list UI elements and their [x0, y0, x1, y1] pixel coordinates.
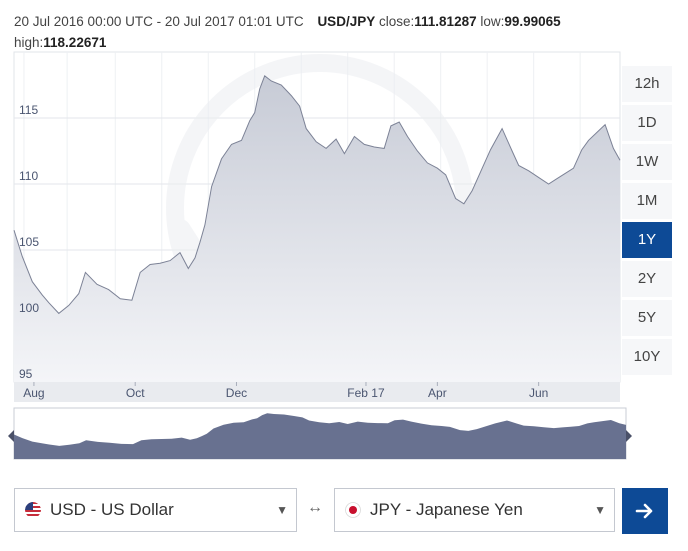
currency-pair-label: USD/JPY [317, 14, 376, 29]
x-tick-label: Dec [226, 386, 247, 400]
x-tick-label: Feb 17 [347, 386, 385, 400]
to-currency-label: JPY - Japanese Yen [370, 500, 523, 519]
chevron-down-icon: ▼ [276, 503, 288, 517]
y-tick-label: 115 [19, 103, 38, 117]
x-tick-label: Apr [428, 386, 447, 400]
y-tick-label: 95 [19, 367, 33, 381]
navigator-left-handle-icon[interactable] [8, 430, 14, 442]
to-currency-select[interactable]: JPY - Japanese Yen ▼ [334, 488, 615, 532]
swap-currencies-button[interactable]: ↔ [307, 499, 323, 516]
low-label: low: [480, 14, 505, 29]
date-range-label: 20 Jul 2016 00:00 UTC - 20 Jul 2017 01:0… [14, 14, 304, 29]
range-button-1w[interactable]: 1W [622, 144, 672, 180]
range-button-2y[interactable]: 2Y [622, 261, 672, 297]
range-selector: 12h 1D 1W 1M 1Y 2Y 5Y 10Y [622, 66, 672, 378]
chevron-down-icon: ▼ [594, 503, 606, 517]
chart-header: 20 Jul 2016 00:00 UTC - 20 Jul 2017 01:0… [14, 11, 614, 53]
range-button-12h[interactable]: 12h [622, 66, 672, 102]
x-tick-label: Jun [529, 386, 548, 400]
x-axis-ticks: Aug Oct Dec Feb 17 Apr Jun [23, 382, 548, 400]
rate-area [14, 75, 620, 383]
convert-button[interactable] [622, 488, 668, 534]
range-button-1d[interactable]: 1D [622, 105, 672, 141]
range-button-1m[interactable]: 1M [622, 183, 672, 219]
range-button-1y[interactable]: 1Y [622, 222, 672, 258]
navigator-right-handle-icon[interactable] [626, 430, 632, 442]
us-flag-icon [25, 502, 41, 518]
navigator-area [14, 413, 626, 459]
x-tick-label: Aug [23, 386, 44, 400]
low-value: 99.99065 [504, 14, 561, 29]
close-label: close: [378, 14, 415, 29]
arrow-right-icon [635, 503, 653, 519]
x-axis [14, 382, 620, 402]
x-tick-label: Oct [126, 386, 145, 400]
y-tick-label: 100 [19, 301, 39, 315]
high-value: 118.22671 [43, 35, 107, 50]
japan-flag-icon [345, 502, 361, 518]
y-axis: 95 100 105 110 115 [19, 103, 39, 381]
rate-line [13, 74, 621, 315]
y-tick-label: 105 [19, 235, 39, 249]
y-tick-label: 110 [19, 169, 38, 183]
from-currency-label: USD - US Dollar [50, 500, 174, 519]
range-button-5y[interactable]: 5Y [622, 300, 672, 336]
from-currency-select[interactable]: USD - US Dollar ▼ [14, 488, 297, 532]
close-value: 111.81287 [414, 14, 477, 29]
high-label: high: [14, 35, 44, 50]
range-button-10y[interactable]: 10Y [622, 339, 672, 375]
